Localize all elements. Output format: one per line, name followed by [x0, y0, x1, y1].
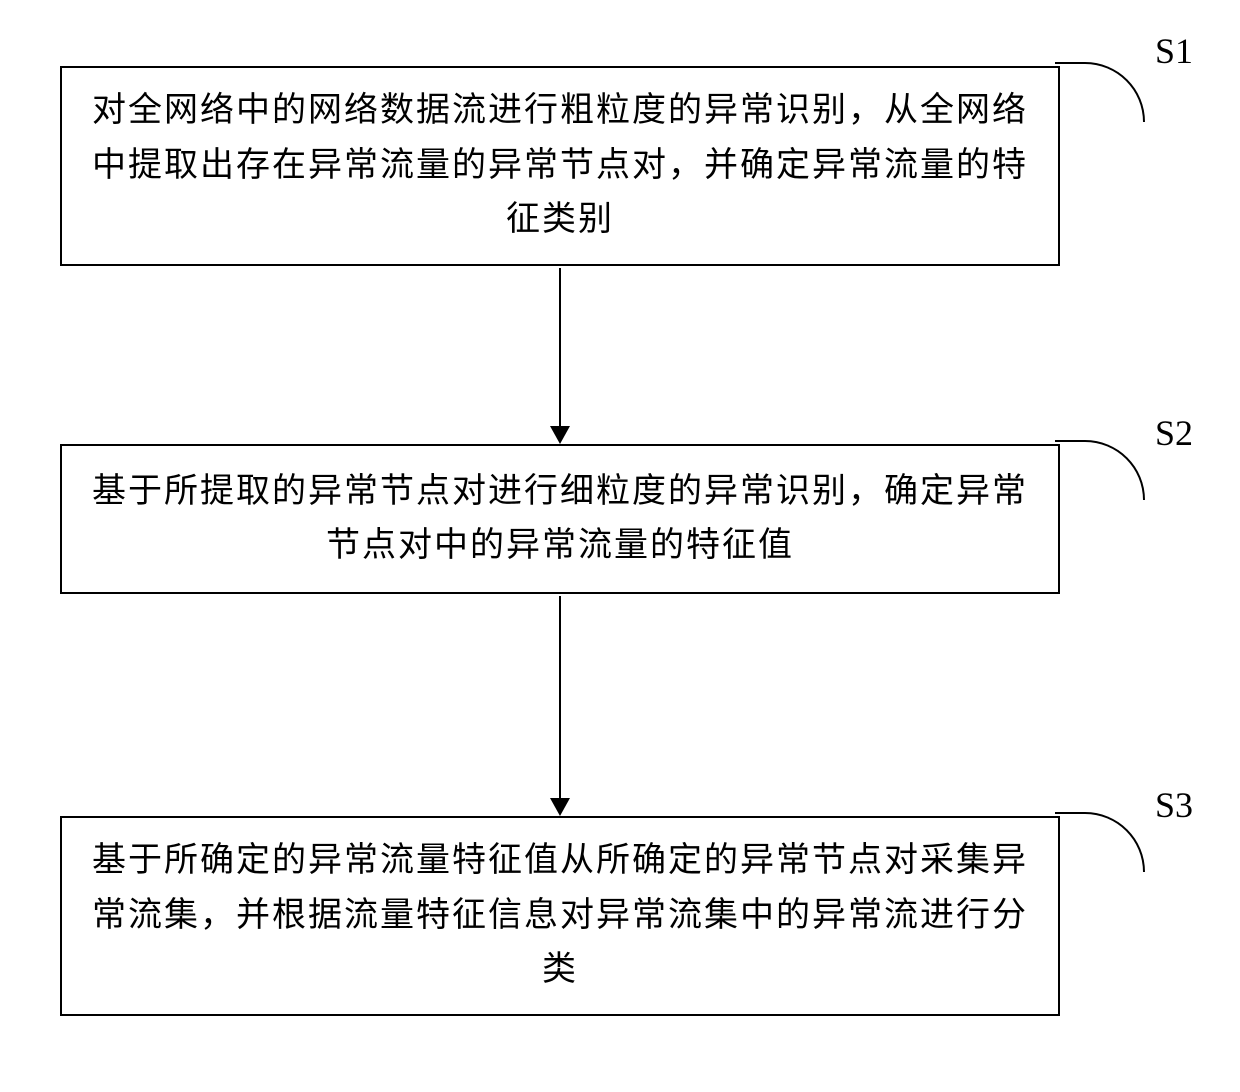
flowchart-node-s1: 对全网络中的网络数据流进行粗粒度的异常识别，从全网络中提取出存在异常流量的异常节…: [60, 66, 1060, 266]
node-s1-text: 对全网络中的网络数据流进行粗粒度的异常识别，从全网络中提取出存在异常流量的异常节…: [92, 84, 1028, 247]
label-s3: S3: [1155, 784, 1193, 826]
arrow-s1-s2-head: [550, 426, 570, 444]
connector-s2: [1055, 440, 1145, 500]
label-s1: S1: [1155, 30, 1193, 72]
flowchart-node-s3: 基于所确定的异常流量特征值从所确定的异常节点对采集异常流集，并根据流量特征信息对…: [60, 816, 1060, 1016]
flowchart-container: 对全网络中的网络数据流进行粗粒度的异常识别，从全网络中提取出存在异常流量的异常节…: [0, 0, 1240, 1092]
connector-s3: [1055, 812, 1145, 872]
arrow-s1-s2-line: [559, 268, 561, 426]
connector-s1: [1055, 62, 1145, 122]
arrow-s2-s3-line: [559, 596, 561, 798]
label-s2: S2: [1155, 412, 1193, 454]
arrow-s2-s3-head: [550, 798, 570, 816]
flowchart-node-s2: 基于所提取的异常节点对进行细粒度的异常识别，确定异常节点对中的异常流量的特征值: [60, 444, 1060, 594]
node-s3-text: 基于所确定的异常流量特征值从所确定的异常节点对采集异常流集，并根据流量特征信息对…: [92, 834, 1028, 997]
node-s2-text: 基于所提取的异常节点对进行细粒度的异常识别，确定异常节点对中的异常流量的特征值: [92, 465, 1028, 574]
